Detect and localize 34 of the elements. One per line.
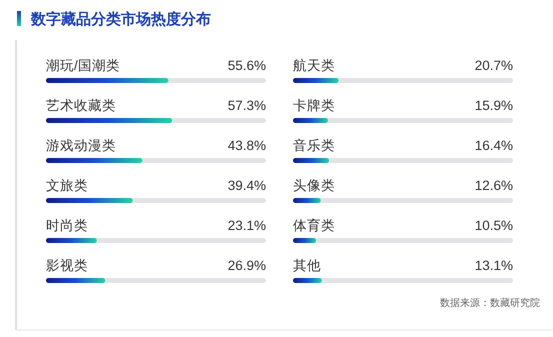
data-label: 55.6%: [228, 58, 266, 73]
bar: [293, 198, 321, 203]
data-label: 20.7%: [474, 58, 513, 73]
data-label: 43.8%: [228, 138, 266, 153]
y-tick-label: 音乐类: [293, 138, 335, 153]
chart-title: 数字藏品分类市场热度分布: [30, 10, 211, 28]
bar: [293, 78, 339, 83]
y-tick-label: 其他: [293, 258, 321, 273]
y-tick-label: 航天类: [293, 58, 335, 73]
y-tick-label: 头像类: [293, 178, 335, 193]
data-label: 39.4%: [228, 178, 266, 193]
y-tick-label: 游戏动漫类: [46, 138, 116, 153]
y-tick-label: 体育类: [293, 217, 335, 233]
y-tick-label: 文旅类: [46, 178, 88, 193]
bar: [46, 238, 97, 243]
data-label: 10.5%: [474, 218, 513, 233]
data-label: 23.1%: [228, 218, 266, 233]
bar: [293, 118, 328, 123]
source-note: 数据来源：数藏研究院: [440, 297, 540, 309]
bar: [46, 278, 106, 283]
data-label: 15.9%: [474, 98, 513, 113]
bar: [293, 238, 316, 243]
data-label: 26.9%: [228, 258, 266, 273]
data-label: 12.6%: [474, 178, 513, 193]
y-tick-label: 影视类: [46, 258, 88, 273]
y-tick-label: 时尚类: [46, 218, 88, 233]
y-tick-label: 潮玩/国潮类: [46, 58, 120, 73]
bar: [293, 278, 322, 283]
y-tick-label: 艺术收藏类: [46, 98, 116, 113]
data-label: 16.4%: [474, 138, 513, 153]
data-label: 13.1%: [474, 258, 513, 273]
data-label: 57.3%: [228, 98, 266, 113]
y-tick-label: 卡牌类: [293, 98, 335, 113]
bar: [293, 158, 330, 163]
